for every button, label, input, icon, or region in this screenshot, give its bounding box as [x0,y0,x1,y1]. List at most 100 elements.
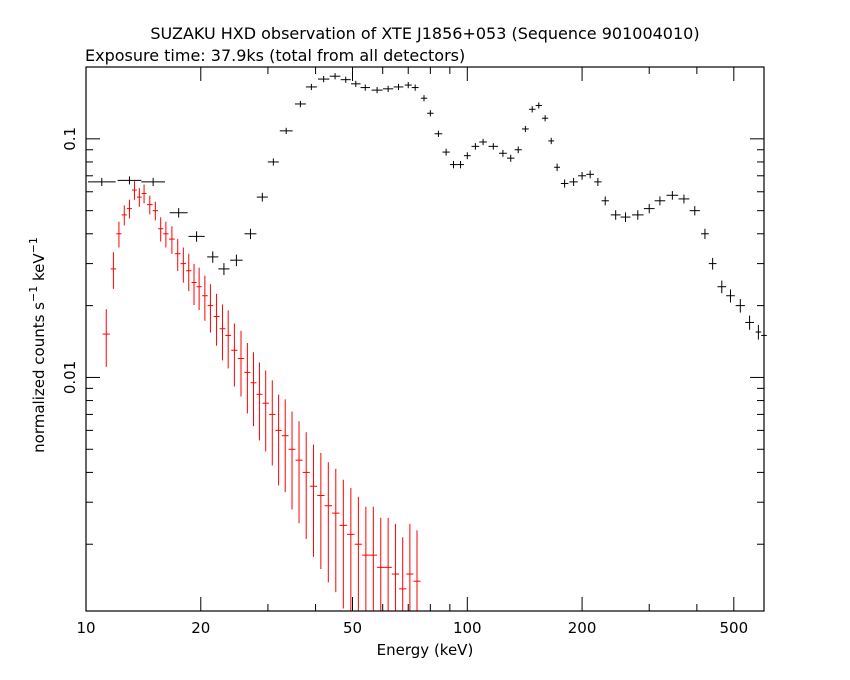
data-series-layer [87,73,767,611]
data-point [302,432,310,539]
data-point [305,83,317,91]
data-point [262,370,269,452]
data-point [442,148,450,156]
data-point [411,84,419,91]
data-point [102,309,110,367]
x-tick-label: 20 [191,619,210,637]
data-point [499,149,507,157]
data-point [186,253,192,292]
data-point [535,102,542,109]
data-point [420,95,428,102]
series-black [87,73,767,344]
data-point [295,421,303,524]
data-point [542,115,549,122]
data-point [689,206,700,216]
data-point [279,127,293,135]
data-point [449,160,458,169]
data-point [594,177,602,187]
data-point [586,170,595,179]
data-point [244,228,257,240]
data-point [578,171,587,180]
axis-ticks [85,66,765,611]
data-point [610,210,621,220]
data-point [158,217,164,242]
plot-frame [85,66,765,612]
data-point [269,380,276,466]
data-point [399,537,407,611]
data-point [488,143,499,150]
data-point [382,85,394,92]
x-axis-label: Energy (keV) [377,641,474,659]
data-point [110,252,117,289]
data-point [267,158,279,166]
data-point [163,221,169,248]
data-point [726,289,735,303]
data-point [132,181,137,200]
data-point [288,411,296,510]
data-point [514,146,522,154]
data-point [507,154,515,162]
data-point [191,263,197,306]
data-point [643,204,655,214]
data-point [391,523,400,611]
data-point [136,188,142,207]
data-point [427,110,434,117]
data-point [601,196,609,206]
data-point [377,517,385,611]
data-point [362,506,370,611]
data-point [755,324,762,340]
data-point [213,293,220,346]
data-point [406,523,414,611]
data-point [169,208,188,218]
x-tick-label: 200 [568,619,597,637]
data-point [121,205,127,226]
data-point [360,84,370,91]
data-point [317,452,325,569]
y-axis-label-exp2: −1 [27,237,40,253]
x-tick-labels: 10 20 50 100 200 500 [76,619,748,637]
data-point [309,444,318,557]
data-point [275,394,282,486]
data-point [708,257,717,270]
data-point [471,143,480,150]
data-point [250,352,257,427]
data-point [654,196,666,206]
data-point [281,399,289,493]
data-point [244,343,251,414]
data-point [225,310,232,369]
data-point [230,254,243,267]
data-point [404,82,412,89]
data-point [202,275,208,321]
data-point [256,362,263,441]
data-point [141,184,147,204]
data-point [351,80,361,87]
data-point [554,163,561,172]
data-point [329,73,341,80]
data-point [196,267,202,311]
data-point [207,251,219,263]
data-point [347,487,355,611]
x-tick-label: 10 [76,619,95,637]
chart-title: SUZAKU HXD observation of XTE J1856+053 … [150,24,699,43]
data-point [219,304,226,361]
data-point [354,496,363,611]
x-tick-label: 50 [343,619,362,637]
x-tick-label: 500 [719,619,748,637]
data-point [339,479,348,609]
data-point [332,468,340,593]
data-point [141,177,165,187]
data-point [117,176,142,185]
data-point [147,195,153,215]
data-point [169,226,175,254]
data-point [560,179,569,188]
y-axis-label-exp1: −1 [27,286,40,302]
data-point [317,76,330,83]
y-tick-label: 0.01 [61,361,79,394]
data-point [369,506,378,611]
data-point [457,160,464,169]
data-point [126,199,132,219]
data-point [528,106,536,113]
data-point [717,280,727,294]
